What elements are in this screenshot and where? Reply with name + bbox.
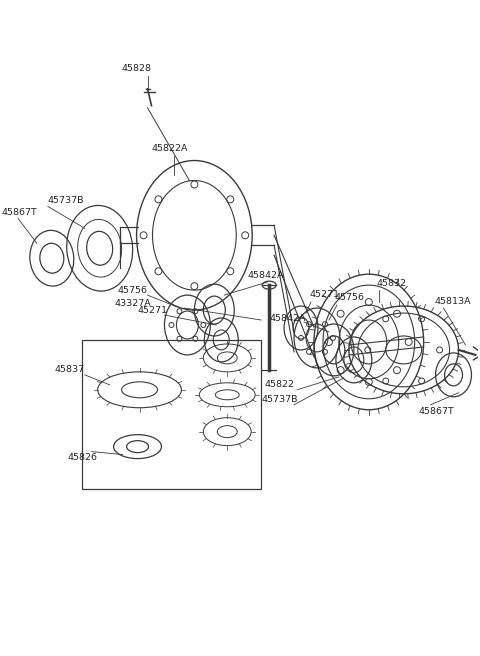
Text: 45822A: 45822A (152, 144, 188, 153)
Text: 45842A: 45842A (269, 314, 306, 323)
Text: 45737B: 45737B (48, 196, 84, 205)
Text: 45842A: 45842A (247, 271, 284, 279)
Text: 45837: 45837 (55, 365, 85, 375)
Text: 45756: 45756 (118, 285, 148, 295)
Text: 43327A: 43327A (115, 298, 151, 308)
Text: 45271: 45271 (138, 306, 168, 315)
Text: 45822: 45822 (264, 380, 294, 389)
Text: 45826: 45826 (68, 453, 98, 462)
Text: 45813A: 45813A (434, 297, 471, 306)
Text: 45828: 45828 (121, 64, 152, 73)
Text: 45832: 45832 (377, 279, 407, 287)
Text: 45737B: 45737B (261, 396, 298, 404)
Text: 45756: 45756 (335, 293, 365, 302)
Text: 45271: 45271 (309, 289, 339, 298)
Bar (82, 340, 261, 489)
Text: 45867T: 45867T (2, 208, 38, 217)
Text: 45867T: 45867T (419, 407, 455, 416)
